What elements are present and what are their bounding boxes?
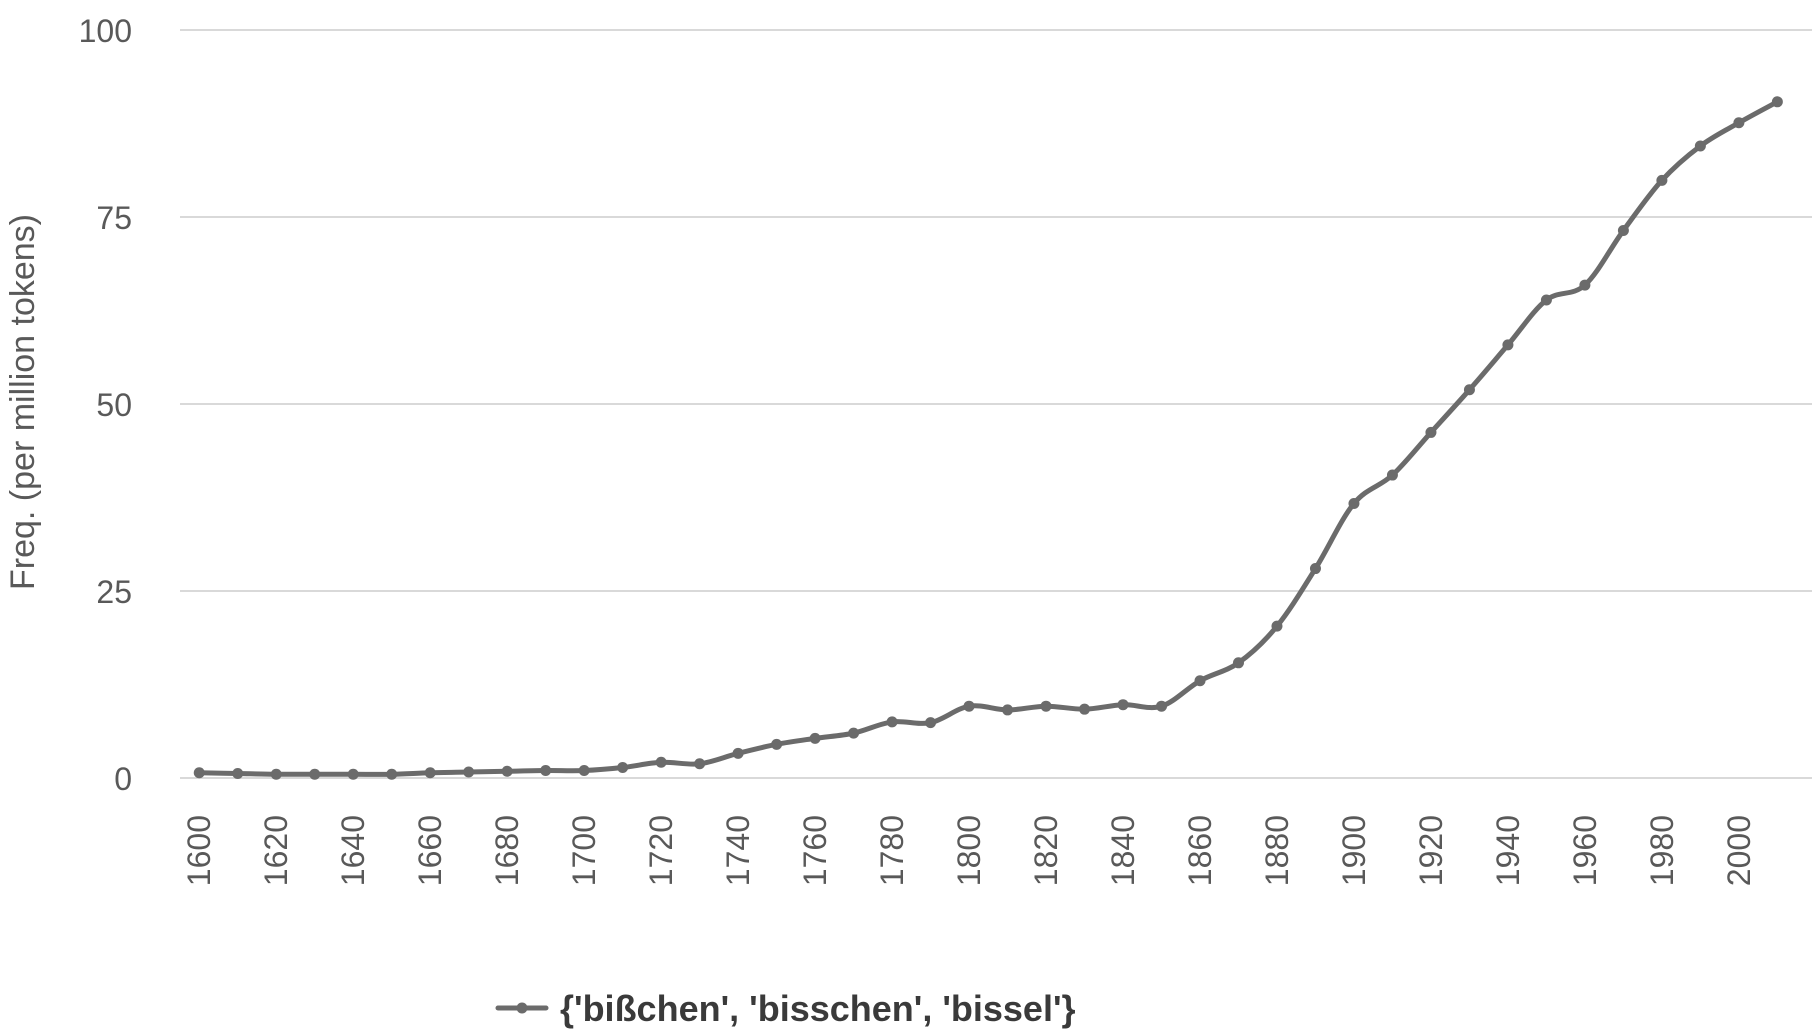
x-tick-label-1740: 1740 [720,815,756,886]
data-point-1920 [1425,426,1437,438]
series-line-0 [196,99,1780,777]
y-axis-ticks: 0 25 50 75 100 [79,13,132,797]
data-point-1860 [1194,675,1206,687]
data-point-1650 [386,768,398,780]
data-point-2010 [1771,96,1783,108]
data-point-1630 [309,768,321,780]
x-tick-label-1720: 1720 [643,815,679,886]
data-point-1990 [1694,140,1706,152]
y-tick-label-75: 75 [96,200,132,236]
data-point-1670 [463,766,475,778]
data-point-1720 [655,756,667,768]
data-point-1730 [694,758,706,770]
legend: {'bißchen', 'bisschen', 'bissel'} [495,988,1076,1029]
x-tick-label-1860: 1860 [1182,815,1218,886]
data-point-1810 [1002,704,1014,716]
data-point-1700 [578,765,590,777]
data-point-1800 [963,700,975,712]
data-point-1870 [1232,657,1244,669]
data-point-1960 [1579,279,1591,291]
x-tick-label-1620: 1620 [258,815,294,886]
data-point-1850 [1156,700,1168,712]
x-tick-label-1760: 1760 [797,815,833,886]
y-tick-label-50: 50 [96,387,132,423]
series-layer [193,96,1783,780]
data-point-1620 [270,768,282,780]
data-point-1750 [771,738,783,750]
data-point-1820 [1040,700,1052,712]
x-axis-ticks: 1600 1620 1640 1660 1680 1700 1720 1740 1760 1780… [181,815,1757,886]
x-tick-label-1600: 1600 [181,815,217,886]
data-point-1600 [193,767,205,779]
x-tick-label-1800: 1800 [951,815,987,886]
data-point-1830 [1079,703,1091,715]
data-point-1690 [540,765,552,777]
x-tick-label-1880: 1880 [1259,815,1295,886]
data-point-1930 [1463,384,1475,396]
data-point-1970 [1617,224,1629,236]
x-tick-label-1820: 1820 [1028,815,1064,886]
legend-label: {'bißchen', 'bisschen', 'bissel'} [560,988,1076,1029]
data-point-1910 [1386,469,1398,481]
x-tick-label-1980: 1980 [1644,815,1680,886]
data-point-1950 [1540,294,1552,306]
data-point-1710 [617,762,629,774]
data-point-1980 [1656,174,1668,186]
data-point-1770 [848,727,860,739]
data-point-1680 [501,765,513,777]
data-point-1640 [347,768,359,780]
data-point-1940 [1502,339,1514,351]
data-point-1740 [732,747,744,759]
x-tick-label-1840: 1840 [1105,815,1141,886]
x-tick-label-2000: 2000 [1721,815,1757,886]
data-point-1880 [1271,620,1283,632]
legend-swatch-marker [516,1002,528,1014]
gridlines [180,29,1812,779]
x-tick-label-1680: 1680 [489,815,525,886]
data-point-2000 [1733,117,1745,129]
x-tick-label-1940: 1940 [1490,815,1526,886]
x-tick-label-1640: 1640 [335,815,371,886]
data-point-1610 [232,768,244,780]
x-tick-label-1700: 1700 [566,815,602,886]
y-axis-title: Freq. (per million tokens) [4,214,42,590]
data-point-1660 [424,767,436,779]
x-tick-label-1660: 1660 [412,815,448,886]
x-tick-label-1900: 1900 [1336,815,1372,886]
x-tick-label-1960: 1960 [1567,815,1603,886]
data-point-1840 [1117,699,1129,711]
y-tick-label-25: 25 [96,574,132,610]
x-tick-label-1780: 1780 [874,815,910,886]
y-tick-label-0: 0 [114,761,132,797]
data-point-1780 [886,716,898,728]
data-point-1760 [809,732,821,744]
data-point-1790 [925,717,937,729]
data-point-1890 [1309,563,1321,575]
x-tick-label-1920: 1920 [1413,815,1449,886]
data-point-1900 [1348,497,1360,509]
y-tick-label-100: 100 [79,13,132,49]
